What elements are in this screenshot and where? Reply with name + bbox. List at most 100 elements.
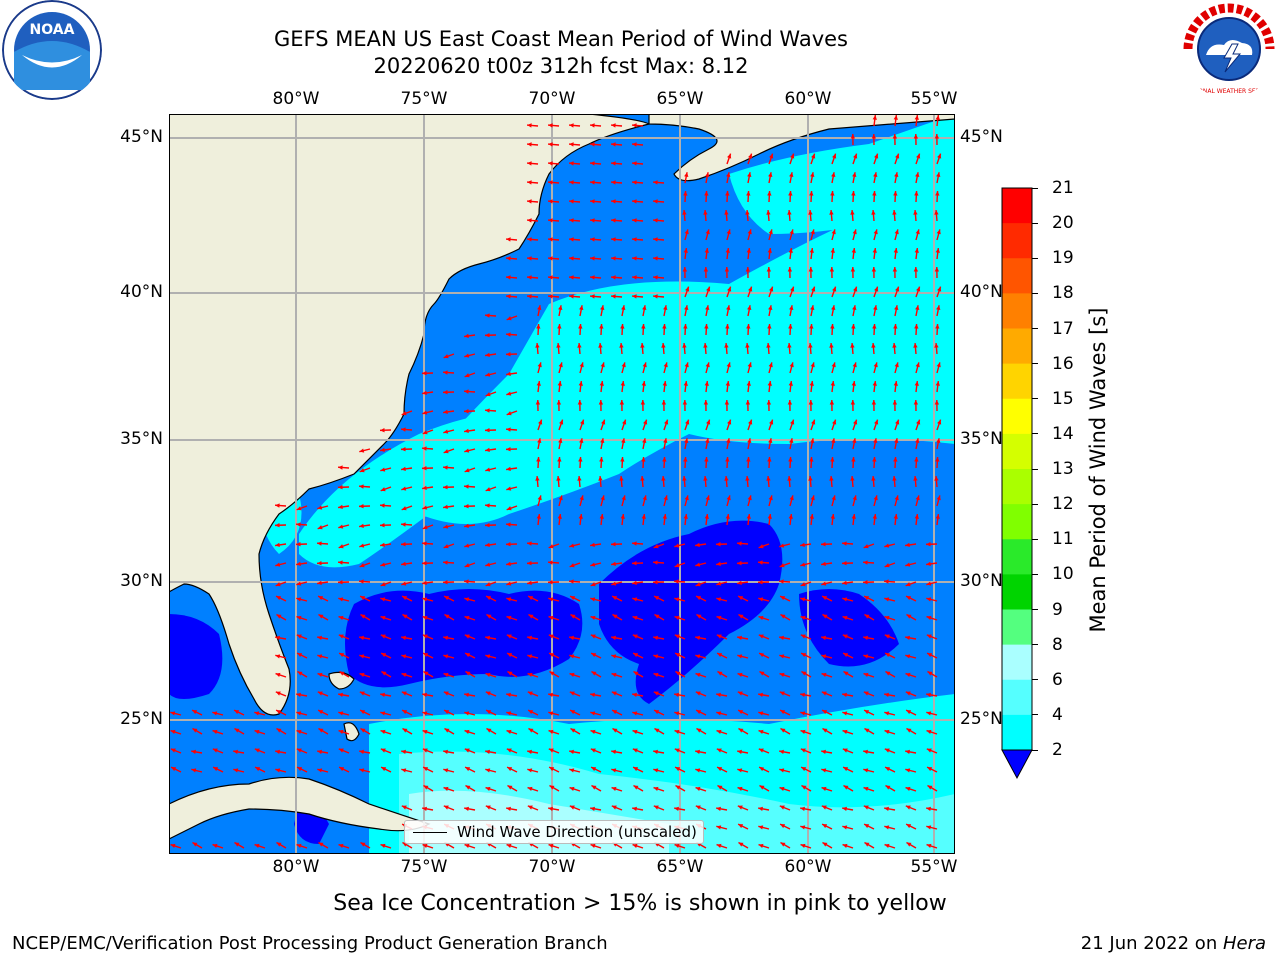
wind-wave-arrowhead (297, 653, 303, 658)
lat-label-left-40n: 40°N (120, 282, 163, 302)
wind-wave-arrowhead (864, 596, 870, 601)
wind-wave-arrowhead (548, 237, 553, 242)
wind-wave-arrowhead (800, 615, 806, 621)
wind-wave-arrowhead (684, 438, 689, 444)
wind-wave-arrowhead (716, 581, 722, 586)
wind-wave-arrowhead (401, 427, 406, 432)
wind-wave-arrowhead (745, 343, 750, 348)
wind-wave-arrowhead (527, 199, 532, 204)
wind-wave-arrowhead (380, 542, 385, 548)
wind-wave-arrowhead (873, 172, 878, 178)
wind-wave-arrowhead (653, 805, 659, 810)
wind-wave-arrowhead (590, 123, 595, 128)
wind-wave-arrowhead (359, 635, 364, 641)
colorbar-tick-label: 10 (1052, 564, 1074, 585)
wind-wave-arrowhead (871, 400, 877, 405)
wind-wave-arrowhead (633, 767, 639, 772)
wind-wave-arrowhead (842, 597, 848, 602)
wind-wave-arrowhead (234, 842, 240, 847)
wind-wave-arrowhead (536, 457, 541, 462)
wind-wave-arrowhead (598, 400, 604, 405)
wind-wave-arrowhead (842, 729, 848, 735)
wind-wave-arrowhead (675, 653, 681, 658)
wind-wave-arrowhead (611, 749, 616, 755)
wind-wave-arrowhead (864, 614, 870, 619)
wind-wave-arrowhead (632, 729, 638, 735)
colorbar-tick-mark (1032, 749, 1038, 751)
wind-wave-arrowhead (569, 256, 574, 261)
wind-wave-arrowhead (537, 362, 542, 368)
wind-wave-arrowhead (893, 324, 898, 329)
wind-wave-arrowhead (642, 362, 647, 368)
wind-wave-arrowhead (790, 286, 795, 292)
wind-wave-arrowhead (632, 748, 638, 753)
wind-wave-arrowhead (759, 785, 765, 790)
wind-wave-arrowhead (590, 748, 596, 753)
wind-wave-arrowhead (684, 495, 689, 501)
wind-wave-arrowhead (663, 362, 668, 368)
wind-wave-arrowhead (695, 749, 700, 755)
lat-label-right-45n: 45°N (960, 127, 1003, 147)
wind-wave-arrowhead (871, 267, 877, 272)
wind-wave-arrowhead (569, 786, 575, 792)
wind-wave-arrowhead (485, 392, 491, 397)
wind-wave-arrowhead (927, 785, 933, 790)
wind-wave-arrowhead (632, 561, 637, 566)
lon-label-top-55w: 55°W (910, 89, 958, 109)
wind-wave-arrowhead (790, 153, 795, 159)
wind-wave-arrowhead (338, 597, 344, 602)
wind-wave-arrowhead (506, 615, 512, 621)
wind-wave-arrowhead (766, 210, 771, 215)
wind-wave-arrowhead (893, 115, 898, 120)
wind-wave-arrowhead (850, 210, 855, 215)
wind-wave-arrowhead (788, 381, 793, 386)
wind-wave-arrowhead (682, 267, 688, 272)
wind-wave-arrowhead (758, 634, 764, 639)
wind-wave-arrowhead (275, 582, 281, 587)
wind-wave-arrowhead (768, 362, 773, 368)
wind-wave-arrowhead (916, 419, 921, 425)
wind-wave-arrowhead (485, 523, 490, 528)
wind-wave-arrowhead (527, 218, 532, 223)
lon-label-top-65w: 65°W (656, 89, 704, 109)
wind-wave-arrowhead (548, 218, 553, 223)
wind-wave-arrowhead (747, 229, 752, 235)
colorbar-swatch (1002, 644, 1032, 681)
wind-wave-arrowhead (297, 671, 303, 676)
wind-wave-arrowhead (703, 267, 709, 272)
wind-wave-arrowhead (641, 514, 646, 519)
wind-wave-arrowhead (338, 615, 344, 621)
wind-wave-arrowhead (884, 711, 890, 716)
wind-wave-arrowhead (422, 446, 427, 451)
wind-wave-arrowhead (937, 419, 942, 425)
wind-wave-arrowhead (380, 428, 385, 433)
wind-wave-arrowhead (746, 324, 751, 329)
wind-wave-arrowhead (800, 806, 805, 812)
lat-label-right-35n: 35°N (960, 429, 1003, 449)
colorbar-tick-mark (1032, 363, 1038, 365)
wind-wave-arrowhead (663, 305, 668, 311)
wind-wave-arrowhead (507, 671, 513, 676)
colorbar (1000, 186, 1036, 786)
wind-wave-arrowhead (507, 767, 513, 772)
wind-wave-arrowhead (485, 786, 491, 792)
colorbar-tick-mark (1032, 538, 1038, 540)
wind-wave-arrowhead (829, 476, 834, 481)
wind-wave-arrowhead (506, 256, 511, 261)
wind-wave-arrowhead (632, 541, 637, 546)
wind-wave-arrowhead (422, 806, 427, 812)
wind-wave-arrowhead (737, 786, 743, 792)
wind-wave-arrowhead (506, 506, 512, 511)
colorbar-tick-mark (1032, 609, 1038, 610)
wind-wave-arrowhead (632, 180, 637, 185)
wind-wave-arrowhead (191, 768, 197, 773)
wind-wave-arrowhead (360, 596, 366, 601)
colorbar-swatch (1002, 398, 1032, 435)
wind-wave-arrowhead (885, 767, 891, 772)
wind-wave-arrowhead (850, 400, 856, 405)
wind-wave-arrowhead (926, 825, 932, 830)
wind-wave-arrowhead (569, 768, 575, 773)
wind-wave-arrowhead (590, 256, 595, 261)
wind-wave-arrowhead (758, 692, 763, 698)
wind-wave-arrowhead (569, 123, 574, 128)
